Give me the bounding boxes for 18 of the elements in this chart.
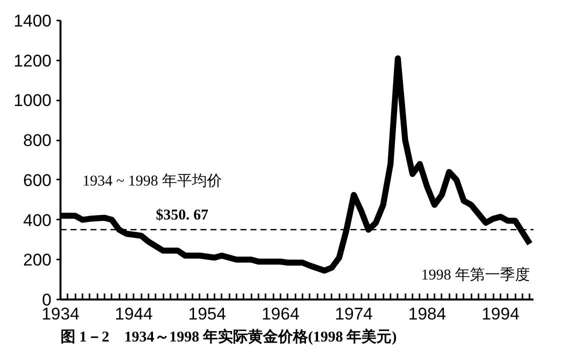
annotation: 1934 ~ 1998 年平均价 — [82, 172, 222, 190]
y-tick-label: 1400 — [14, 12, 52, 30]
annotation: 1998 年第一季度 — [421, 266, 530, 284]
y-tick-label: 600 — [23, 170, 52, 190]
x-tick-label: 1994 — [482, 304, 520, 324]
x-tick-label: 1984 — [408, 304, 446, 324]
annotation: $350. 67 — [156, 208, 209, 224]
y-tick-label: 400 — [23, 210, 52, 230]
y-tick-label: 1000 — [14, 91, 52, 110]
x-tick-label: 1944 — [114, 304, 153, 324]
text: 图 1－2 1934～1998 年实际黄金价格(1998 年美元) — [60, 328, 397, 346]
y-tick-label: 200 — [23, 250, 52, 270]
y-tick-label: 1200 — [14, 51, 52, 70]
x-tick-label: 1934 — [42, 304, 80, 324]
y-tick-label: 800 — [23, 131, 52, 150]
x-tick-label: 1954 — [188, 304, 226, 324]
x-tick-label: 1974 — [334, 304, 373, 324]
x-tick-label: 1964 — [262, 304, 300, 324]
